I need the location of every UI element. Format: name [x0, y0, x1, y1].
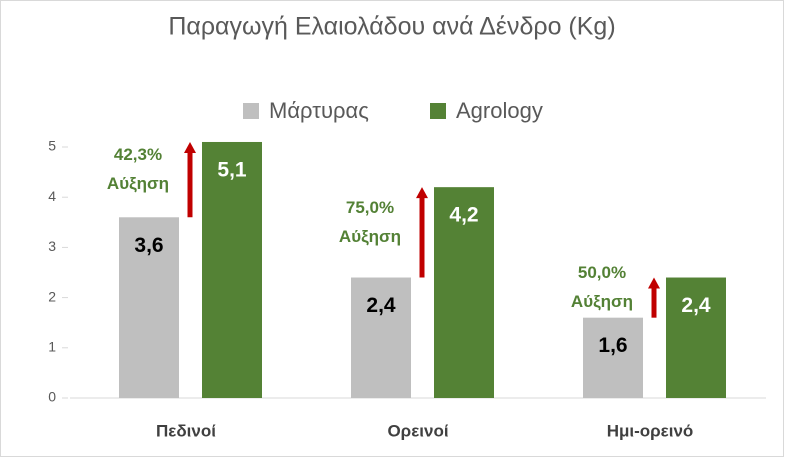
y-tick-label: 5 — [48, 138, 56, 154]
y-tick-label: 2 — [48, 288, 56, 304]
bar — [202, 141, 262, 399]
value-label: 2,4 — [681, 294, 711, 317]
value-label: 4,2 — [449, 204, 478, 227]
value-label: 1,6 — [598, 334, 627, 357]
legend-swatch — [243, 103, 259, 119]
bar — [434, 187, 494, 398]
legend-label: Μάρτυρας — [269, 98, 369, 123]
annotation: 42,3% — [114, 145, 162, 164]
arrow-head — [648, 277, 660, 289]
y-tick-label: 1 — [48, 339, 56, 355]
y-tick-label: 3 — [48, 238, 56, 254]
x-tick-label: Ημι-ορεινό — [607, 421, 694, 440]
y-tick-label: 0 — [48, 389, 56, 405]
legend-swatch — [430, 103, 446, 119]
value-label: 3,6 — [134, 234, 163, 257]
arrow-head — [416, 187, 428, 199]
x-tick-label: Ορεινοί — [387, 421, 448, 440]
annotation: Αύξηση — [107, 174, 169, 193]
value-label: 2,4 — [366, 294, 396, 317]
annotation: Αύξηση — [339, 227, 401, 246]
annotation: Αύξηση — [571, 292, 633, 311]
y-tick-label: 4 — [48, 188, 56, 204]
bar — [351, 277, 411, 398]
legend-label: Agrology — [456, 98, 543, 123]
annotation: 75,0% — [346, 198, 394, 217]
value-label: 5,1 — [217, 159, 247, 182]
bar — [119, 217, 179, 398]
bar — [666, 277, 726, 398]
bar — [583, 317, 643, 398]
annotation: 50,0% — [578, 263, 626, 282]
chart-title: Παραγωγή Ελαιολάδου ανά Δένδρο (Kg) — [168, 13, 615, 41]
arrow-head — [184, 141, 196, 153]
x-tick-label: Πεδινοί — [156, 421, 216, 440]
